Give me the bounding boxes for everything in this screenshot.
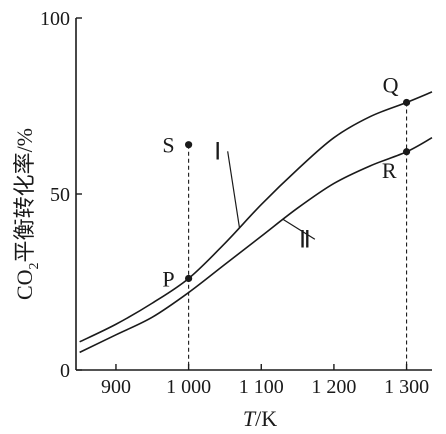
x-tick-label: 1 100 bbox=[239, 376, 284, 398]
x-tick-label: 900 bbox=[101, 376, 131, 398]
curves bbox=[79, 91, 433, 354]
curve-label-2: Ⅱ bbox=[299, 227, 311, 253]
curve-label-1: Ⅰ bbox=[214, 139, 221, 165]
point-label-p: P bbox=[162, 266, 174, 291]
y-tick-label: 0 bbox=[60, 360, 70, 382]
point-p bbox=[185, 274, 193, 283]
point-label-r: R bbox=[382, 158, 397, 183]
x-tick-label: 1 000 bbox=[166, 376, 211, 398]
y-tick-label: 50 bbox=[50, 184, 70, 206]
dashed-drops bbox=[188, 102, 408, 370]
point-label-q: Q bbox=[383, 72, 399, 97]
y-axis-title-prefix: CO bbox=[12, 269, 37, 300]
x-tick-label: 1 300 bbox=[384, 376, 429, 398]
points bbox=[185, 98, 411, 283]
y-axis-title-subscript: 2 bbox=[27, 262, 42, 269]
curve-label-leader bbox=[282, 218, 316, 240]
series-line-1 bbox=[79, 91, 433, 343]
x-axis-title: T/K bbox=[243, 406, 277, 431]
point-r bbox=[402, 148, 411, 156]
y-tick-label: 100 bbox=[40, 8, 70, 30]
point-s bbox=[185, 141, 193, 149]
ticks: 900 1 000 1 100 1 200 1 300 0 50 100 bbox=[40, 8, 429, 398]
point-label-s: S bbox=[162, 133, 174, 158]
x-axis-title-symbol: T bbox=[243, 406, 257, 431]
y-axis-title-rest: 平衡转化率/% bbox=[12, 128, 37, 262]
x-tick-label: 1 200 bbox=[311, 376, 356, 398]
point-q bbox=[402, 98, 411, 107]
series-line-2 bbox=[79, 136, 433, 354]
labels: Ⅰ Ⅱ S P Q R T/K CO2平衡转化率/% bbox=[12, 72, 399, 431]
y-axis-title: CO2平衡转化率/% bbox=[12, 128, 42, 300]
x-axis-title-unit: /K bbox=[255, 406, 277, 431]
curve-label-leader bbox=[227, 151, 241, 228]
